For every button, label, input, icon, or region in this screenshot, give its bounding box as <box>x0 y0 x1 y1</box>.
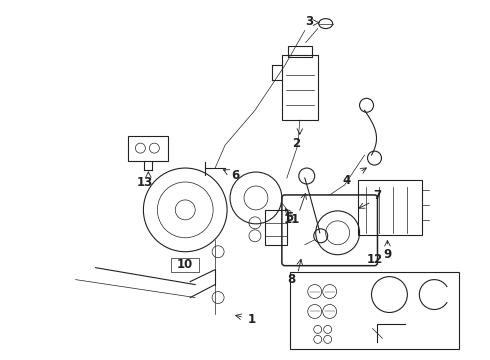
Text: 7: 7 <box>373 189 382 202</box>
Text: 9: 9 <box>383 248 392 261</box>
Bar <box>358 180 422 235</box>
Bar <box>172 258 199 272</box>
Text: 2: 2 <box>292 137 300 150</box>
Text: 5: 5 <box>285 211 293 224</box>
Bar <box>290 272 459 349</box>
Bar <box>282 55 318 120</box>
Text: 13: 13 <box>136 176 152 189</box>
Text: 8: 8 <box>288 273 296 286</box>
Text: 4: 4 <box>343 174 351 186</box>
Bar <box>288 45 312 58</box>
Text: 11: 11 <box>284 213 300 226</box>
Text: 12: 12 <box>367 253 383 266</box>
Text: 6: 6 <box>231 168 239 181</box>
Text: 10: 10 <box>177 258 194 271</box>
Text: 1: 1 <box>248 313 256 326</box>
Bar <box>128 136 168 161</box>
Text: 3: 3 <box>306 15 314 28</box>
Bar <box>265 210 287 245</box>
